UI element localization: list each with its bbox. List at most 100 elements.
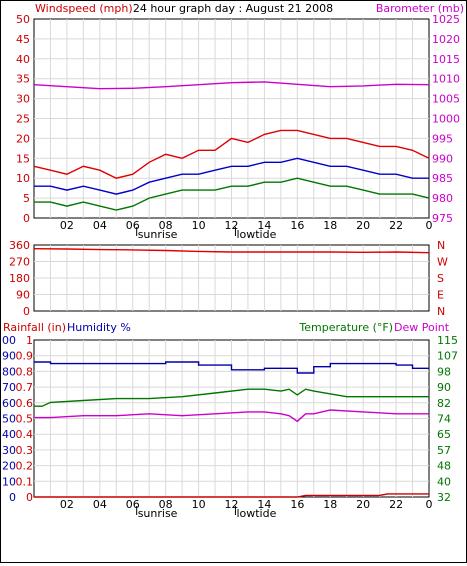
humidity-tick-label: 20 bbox=[2, 460, 16, 473]
rainfall-tick-label: 0.5 bbox=[16, 413, 34, 426]
top-panel-x-tick-label: 14 bbox=[257, 219, 271, 232]
rainfall-tick-label: 1 bbox=[26, 334, 33, 347]
humidity-tick-label: 10 bbox=[2, 475, 16, 488]
humidity-tick-label: 80 bbox=[2, 365, 16, 378]
compass-tick-label: S bbox=[437, 272, 444, 285]
top-series-0 bbox=[33, 129, 430, 179]
humidity-tick-label: 40 bbox=[2, 428, 16, 441]
top-panel-x-tick-label: 18 bbox=[323, 219, 337, 232]
compass-tick-label: E bbox=[437, 289, 444, 302]
top-panel-annotation-sunrise: sunrise bbox=[138, 228, 178, 241]
humidity-panel-x-tick-label: 04 bbox=[93, 498, 107, 511]
humidity-tick-label: 70 bbox=[2, 381, 16, 394]
chart-title: 24 hour graph day : August 21 2008 bbox=[133, 2, 333, 15]
temperature-tick-label: 74 bbox=[437, 413, 451, 426]
rainfall-tick-label: 0.4 bbox=[16, 428, 34, 441]
humidity-panel-x-tick-label: 16 bbox=[290, 498, 304, 511]
windspeed-tick-label: 25 bbox=[16, 113, 30, 126]
wind-direction-tick-label: 0 bbox=[23, 305, 30, 318]
temperature-tick-label: 40 bbox=[437, 475, 451, 488]
rainfall-tick-label: 0.6 bbox=[16, 397, 34, 410]
wind-direction-tick-label: 360 bbox=[9, 239, 30, 252]
top-panel-x-tick-label: 10 bbox=[192, 219, 206, 232]
barometer-tick-label: 1010 bbox=[432, 73, 460, 86]
humidity-panel-x-tick-label: 20 bbox=[356, 498, 370, 511]
rainfall-tick-label: 0.3 bbox=[16, 444, 34, 457]
barometer-tick-label: 975 bbox=[432, 212, 453, 225]
barometer-tick-label: 1025 bbox=[432, 13, 460, 26]
humidity-panel-x-tick-label: 02 bbox=[60, 498, 74, 511]
windspeed-tick-label: 15 bbox=[16, 152, 30, 165]
rainfall-tick-label: 0.1 bbox=[16, 475, 34, 488]
temperature-tick-label: 57 bbox=[437, 444, 451, 457]
barometer-tick-label: 1015 bbox=[432, 53, 460, 66]
humidity-panel-annotation-sunrise: sunrise bbox=[138, 507, 178, 520]
temperature-tick-label: 32 bbox=[437, 491, 451, 504]
windspeed-tick-label: 35 bbox=[16, 73, 30, 86]
humidity-panel-x-tick-label: 22 bbox=[389, 498, 403, 511]
humidity-panel-x-tick-label: 08 bbox=[159, 498, 173, 511]
rainfall-tick-label: 0.2 bbox=[16, 460, 34, 473]
windspeed-tick-label: 5 bbox=[23, 192, 30, 205]
top-panel-x-tick-label: 04 bbox=[93, 219, 107, 232]
temperature-tick-label: 115 bbox=[437, 334, 458, 347]
compass-tick-label: W bbox=[437, 256, 448, 269]
barometer-tick-label: 990 bbox=[432, 152, 453, 165]
bottom-series-2 bbox=[34, 409, 429, 423]
top-series-2 bbox=[34, 177, 430, 211]
temperature-tick-label: 90 bbox=[437, 381, 451, 394]
wind-direction-tick-label: 180 bbox=[9, 272, 30, 285]
humidity-tick-label: 90 bbox=[2, 350, 16, 363]
barometer-axis-label: Barometer (mb) bbox=[376, 2, 464, 15]
humidity-tick-label: 50 bbox=[2, 413, 16, 426]
windspeed-tick-label: 30 bbox=[16, 93, 30, 106]
barometer-tick-label: 980 bbox=[432, 192, 453, 205]
top-series-1 bbox=[34, 157, 429, 195]
rainfall-tick-label: 0.7 bbox=[16, 381, 34, 394]
humidity-tick-label: 100 bbox=[1, 334, 16, 347]
windspeed-axis-label: Windspeed (mph) bbox=[35, 2, 133, 15]
humidity-tick-label: 60 bbox=[2, 397, 16, 410]
humidity-axis-label: Humidity % bbox=[67, 321, 131, 334]
compass-tick-label: N bbox=[437, 305, 445, 318]
windspeed-tick-label: 20 bbox=[16, 132, 30, 145]
top-panel-x-tick-label: 02 bbox=[60, 219, 74, 232]
compass-tick-label: N bbox=[437, 239, 445, 252]
top-panel-x-tick-label: 22 bbox=[389, 219, 403, 232]
humidity-panel-x-tick-label: 18 bbox=[323, 498, 337, 511]
temperature-tick-label: 48 bbox=[437, 460, 451, 473]
windspeed-tick-label: 40 bbox=[16, 53, 30, 66]
temperature-axis-label: Temperature (°F) bbox=[298, 321, 393, 334]
bottom-series-0 bbox=[34, 361, 429, 374]
top-series-3 bbox=[33, 81, 430, 90]
barometer-tick-label: 1000 bbox=[432, 113, 460, 126]
rainfall-axis-label: Rainfall (in) bbox=[3, 321, 66, 334]
windspeed-tick-label: 0 bbox=[23, 212, 30, 225]
barometer-tick-label: 1020 bbox=[432, 33, 460, 46]
humidity-panel-x-tick-label: 10 bbox=[192, 498, 206, 511]
temperature-tick-label: 65 bbox=[437, 428, 451, 441]
rainfall-tick-label: 0.8 bbox=[16, 365, 34, 378]
humidity-panel-annotation-lowtide: lowtide bbox=[236, 507, 276, 520]
rainfall-tick-label: 0 bbox=[26, 491, 33, 504]
wind-direction-tick-label: 90 bbox=[16, 289, 30, 302]
windspeed-tick-label: 45 bbox=[16, 33, 30, 46]
top-panel-x-tick-label: 0 bbox=[426, 219, 433, 232]
top-panel-x-tick-label: 20 bbox=[356, 219, 370, 232]
top-panel-x-tick-label: 08 bbox=[159, 219, 173, 232]
temperature-tick-label: 107 bbox=[437, 350, 458, 363]
top-panel-annotation-lowtide: lowtide bbox=[236, 228, 276, 241]
temperature-tick-label: 82 bbox=[437, 397, 451, 410]
humidity-tick-label: 30 bbox=[2, 444, 16, 457]
top-panel-x-tick-label: 16 bbox=[290, 219, 304, 232]
barometer-tick-label: 985 bbox=[432, 172, 453, 185]
windspeed-tick-label: 50 bbox=[16, 13, 30, 26]
temperature-tick-label: 98 bbox=[437, 365, 451, 378]
barometer-tick-label: 995 bbox=[432, 132, 453, 145]
barometer-tick-label: 1005 bbox=[432, 93, 460, 106]
humidity-panel-x-tick-label: 14 bbox=[257, 498, 271, 511]
wind-direction-tick-label: 270 bbox=[9, 256, 30, 269]
windspeed-tick-label: 10 bbox=[16, 172, 30, 185]
